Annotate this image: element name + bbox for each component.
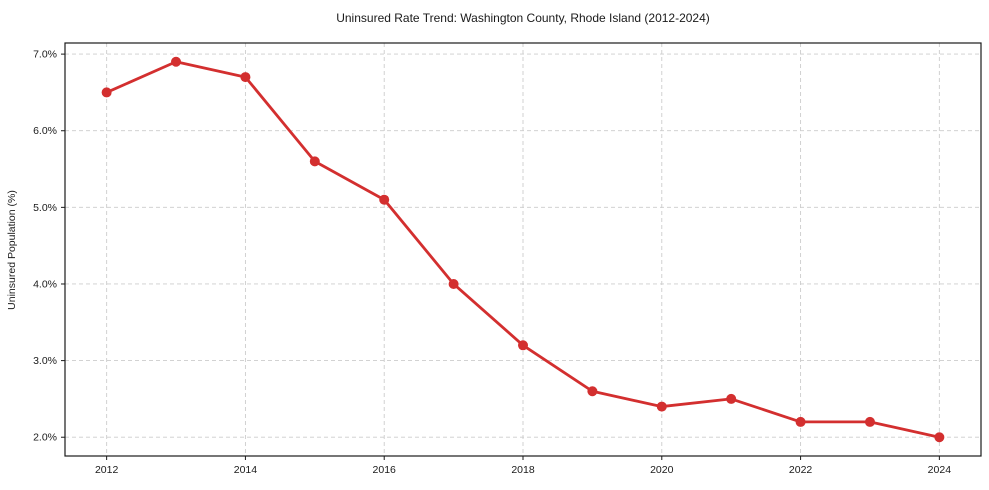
y-tick-label: 3.0% [33, 355, 57, 367]
plot-area: 2012 2014 2016 2018 2020 2022 2024 2.0% 3.0% 4.0%… [33, 42, 982, 476]
y-axis-label: Uninsured Population (%) [6, 190, 18, 310]
data-point-marker [795, 416, 806, 427]
y-tick-label: 4.0% [33, 278, 57, 290]
chart-title: Uninsured Rate Trend: Washington County,… [336, 11, 710, 25]
data-point-marker [379, 194, 390, 205]
data-point-marker [726, 393, 737, 404]
y-tick-label: 2.0% [33, 432, 57, 444]
y-tick-label: 7.0% [33, 49, 57, 61]
data-point-marker [656, 401, 667, 412]
x-tick-label: 2014 [234, 464, 258, 476]
data-point-marker [171, 56, 182, 67]
data-point-marker [934, 432, 945, 443]
x-tick-label: 2016 [373, 464, 397, 476]
data-point-marker [518, 340, 528, 351]
x-tick-label: 2020 [650, 464, 674, 476]
data-point-marker [101, 87, 112, 98]
data-point-marker [587, 386, 598, 397]
y-tick-label: 6.0% [33, 125, 57, 137]
data-point-marker [309, 156, 320, 167]
plot-frame [64, 42, 982, 457]
x-tick-label: 2018 [511, 464, 535, 476]
data-point-marker [240, 72, 251, 83]
x-tick-label: 2012 [95, 464, 119, 476]
y-tick-label: 5.0% [33, 202, 57, 214]
x-tick-label: 2024 [928, 464, 952, 476]
data-point-marker [448, 278, 459, 289]
x-tick-label: 2022 [789, 464, 813, 476]
data-point-marker [864, 416, 875, 427]
